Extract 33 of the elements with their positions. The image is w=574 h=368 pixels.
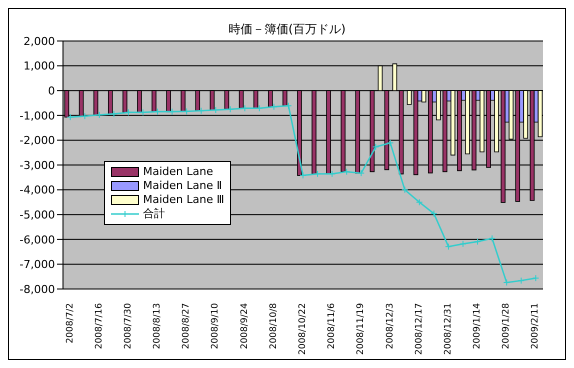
x-tick-label: 2009/2/11 — [530, 303, 541, 350]
y-tick-label: -4,000 — [20, 184, 55, 197]
x-tick-label: 2008/7/16 — [94, 302, 104, 350]
legend-label: Maiden Lane — [143, 165, 214, 179]
x-tick-label: 2008/11/19 — [356, 302, 366, 355]
x-tick-label: 2008/7/2 — [65, 303, 76, 344]
y-tick-label: 0 — [48, 84, 55, 98]
y-tick-label: -6,000 — [20, 233, 55, 246]
x-tick-label: 2008/9/10 — [210, 302, 221, 350]
x-tick-label: 2008/12/3 — [385, 303, 396, 350]
y-tick-label: 2,000 — [24, 34, 55, 48]
x-tick-label: 2008/11/6 — [327, 302, 338, 350]
x-tick-label: 2008/12/17 — [414, 303, 424, 355]
y-tick-label: -5,000 — [20, 208, 55, 222]
x-tick-label: 2009/1/28 — [502, 302, 512, 350]
y-tick-label: -2,000 — [20, 134, 55, 148]
legend-label: Maiden Lane Ⅱ — [143, 179, 222, 193]
x-tick-label: 2008/8/27 — [182, 303, 192, 350]
legend-label: Maiden Lane Ⅲ — [143, 193, 224, 207]
x-tick-label: 2008/9/24 — [240, 302, 250, 350]
x-tick-label: 2009/1/14 — [472, 302, 483, 350]
x-tick-label: 2008/10/22 — [298, 303, 308, 355]
y-tick-label: -7,000 — [20, 258, 55, 272]
y-tick-label: -3,000 — [20, 158, 55, 172]
x-tick-label: 2008/12/31 — [443, 303, 454, 355]
x-tick-label: 2008/7/30 — [123, 302, 134, 350]
y-tick-label: -8,000 — [20, 282, 55, 296]
x-tick-label: 2008/8/13 — [152, 303, 163, 350]
legend-label: 合計 — [143, 207, 165, 221]
chart-title: 時価－簿価(百万ドル) — [228, 22, 346, 36]
y-tick-label: 1,000 — [24, 60, 55, 73]
x-tick-label: 2008/10/8 — [268, 302, 279, 350]
y-tick-label: -1,000 — [20, 109, 55, 122]
